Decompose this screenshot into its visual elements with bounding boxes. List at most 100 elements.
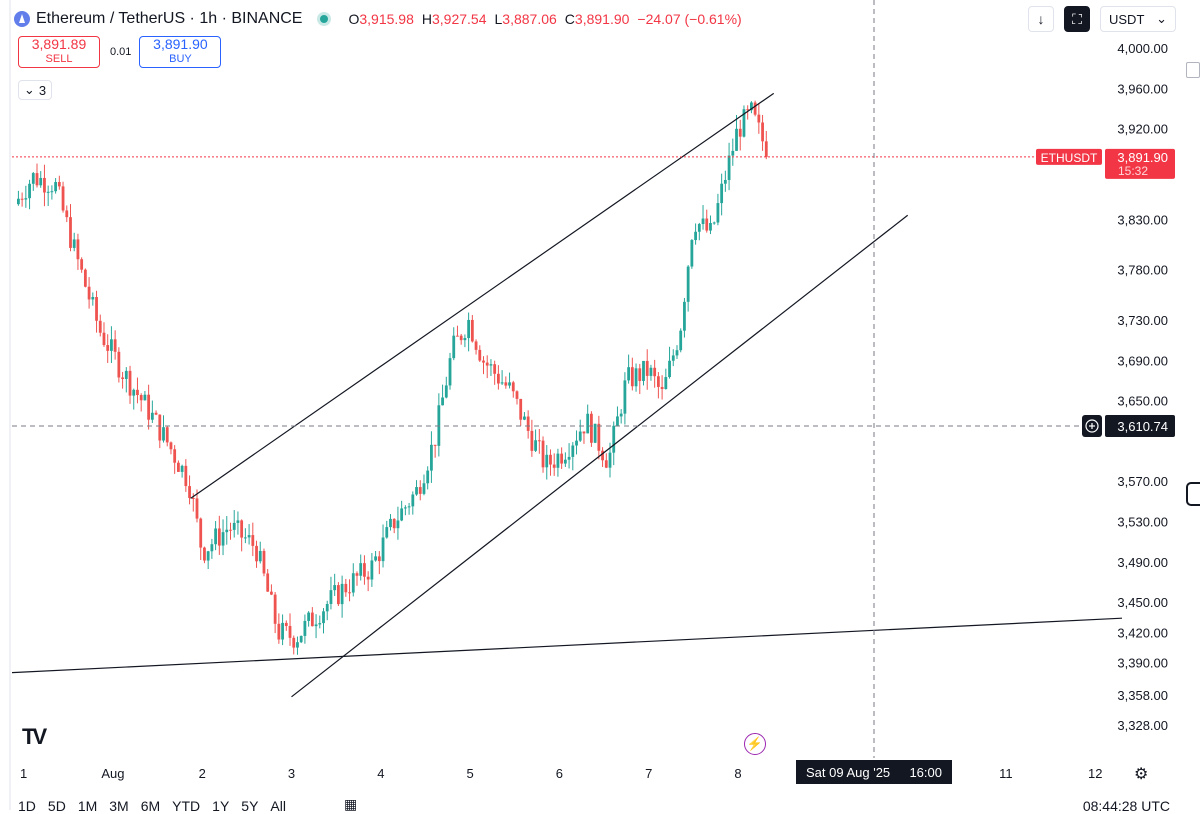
candle-body [731,150,735,156]
candle-body [281,622,284,640]
range-ytd[interactable]: YTD [172,798,201,814]
candle-body [57,182,61,187]
candle-body [199,518,203,548]
candle-body [720,183,724,204]
candle-body [258,550,262,562]
time-tick-label: 5 [466,766,473,781]
candle-body [567,456,571,460]
candle-body [299,635,303,643]
price-tick-label: 3,450.00 [1117,595,1168,610]
range-all[interactable]: All [270,798,286,814]
indicators-toggle-button[interactable]: ⌄ 3 [18,80,52,100]
candle-body [526,416,530,431]
price-tick-label: 3,960.00 [1117,81,1168,96]
time-tick-label: 6 [556,766,563,781]
price-tick-label: 3,830.00 [1117,212,1168,227]
candle-body [169,442,173,450]
candle-body [303,620,307,636]
side-panel-tab-icon[interactable] [1186,62,1200,78]
candle-body [348,592,351,594]
scale-drag-handle[interactable] [1186,482,1200,506]
candle-body [87,286,91,300]
range-1y[interactable]: 1Y [212,798,230,814]
candle-body [716,203,720,223]
candle-body [627,367,631,381]
sell-button[interactable]: 3,891.89 SELL [18,36,100,68]
candle-body [764,141,768,157]
range-5y[interactable]: 5Y [241,798,259,814]
candle-body [91,297,95,300]
candle-body [102,332,106,346]
time-tick-label: 8 [734,766,741,781]
candle-body [396,520,400,529]
candle-body [686,266,690,302]
fullscreen-icon[interactable]: ⛶ [1064,6,1090,32]
candle-body [262,550,266,574]
candle-body [266,573,270,592]
symbol-title[interactable]: Ethereum / TetherUS · 1h · BINANCE [36,10,303,27]
crosshair-price-bg [1105,415,1175,437]
plus-circle-icon [1085,419,1099,433]
candle-body [377,556,381,562]
candle-body [188,486,191,498]
price-tag-countdown: 15:32 [1118,164,1148,178]
time-tick-label: 1 [20,766,27,781]
range-5d[interactable]: 5D [47,798,66,814]
candle-body [664,377,668,390]
candle-body [344,583,348,593]
candle-body [322,611,325,624]
candle-body [727,155,731,180]
ethereum-logo-icon [14,11,30,27]
candle-body [210,544,214,552]
candle-body [649,367,653,376]
candle-body [601,450,604,461]
candle-body [430,444,433,471]
candle-body [400,508,404,521]
utc-clock[interactable]: 08:44:28 UTC [1082,798,1170,814]
candle-body [541,440,545,468]
low-key: L [494,11,503,27]
candle-body [392,518,396,529]
range-1m[interactable]: 1M [77,798,98,814]
range-6m[interactable]: 6M [140,798,161,814]
price-tick-label: 3,530.00 [1117,514,1168,529]
candle-body [679,330,683,351]
candle-body [61,186,65,211]
time-tick-label: 3 [288,766,295,781]
candle-body [240,520,244,538]
candle-body [292,637,296,648]
candle-body [735,128,738,151]
price-tick-label: 3,420.00 [1117,625,1168,640]
range-selector: 1D 5D 1M 3M 6M YTD 1Y 5Y All [18,798,286,814]
time-tick-label: 7 [645,766,652,781]
candle-body [463,338,467,341]
candle-body [176,462,180,472]
candle-body [623,380,627,414]
range-3m[interactable]: 3M [109,798,129,814]
buy-button[interactable]: 3,891.90 BUY [139,36,222,68]
candle-body [385,527,389,538]
crosshair-date-tag: Sat 09 Aug '25 16:00 [796,760,952,784]
candle-body [284,622,288,626]
price-tick-label: 3,780.00 [1117,263,1168,278]
price-tick-label: 3,570.00 [1117,474,1168,489]
currency-value: USDT [1109,11,1145,27]
buy-label: BUY [169,53,192,65]
price-tick-label: 3,328.00 [1117,718,1168,733]
price-tick-label: 3,490.00 [1117,555,1168,570]
candle-body [359,563,363,576]
candle-body [493,364,497,374]
candle-body [642,360,645,381]
currency-select[interactable]: USDT ⌄ [1100,6,1176,32]
calendar-icon[interactable]: ▦ [344,796,358,812]
open-value: 3,915.98 [359,11,414,27]
range-1d[interactable]: 1D [18,798,36,814]
candle-body [217,528,221,546]
candle-body [80,259,84,270]
gear-icon[interactable]: ⚙ [1134,766,1149,783]
candle-body [519,398,523,420]
lightning-icon[interactable]: ⚡ [744,733,766,755]
arrow-down-icon[interactable]: ↓ [1028,6,1054,32]
candle-body [612,425,616,453]
